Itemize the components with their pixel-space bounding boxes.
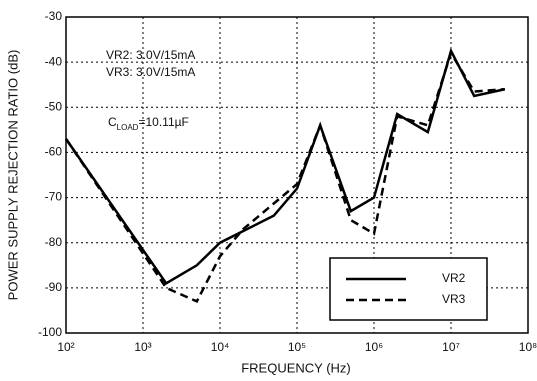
x-tick-label: 10⁵ xyxy=(288,340,306,354)
annotation-part: =10.11µF xyxy=(138,115,188,129)
y-tick-label: -40 xyxy=(45,54,63,68)
annotation-part: C xyxy=(108,115,117,129)
y-tick-label: -60 xyxy=(45,145,63,159)
y-tick-label: -90 xyxy=(45,280,63,294)
y-tick-label: -100 xyxy=(38,325,62,339)
x-axis-title: FREQUENCY (Hz) xyxy=(241,360,351,375)
legend: VR2 VR3 xyxy=(329,257,488,321)
annotation: CLOAD=10.11µF xyxy=(108,115,189,132)
plot-frame xyxy=(65,16,529,334)
x-tick-label: 10⁷ xyxy=(442,340,460,354)
x-tick-label: 10⁴ xyxy=(211,340,230,354)
y-tick-label: -70 xyxy=(45,190,63,204)
series-line xyxy=(64,50,505,304)
annotation: VR3: 3.0V/15mA xyxy=(106,65,195,79)
series-line xyxy=(64,47,506,286)
legend-box xyxy=(329,257,488,321)
legend-label: VR3 xyxy=(442,292,466,306)
x-tick-label: 10⁶ xyxy=(365,340,383,354)
x-tick-label: 10⁸ xyxy=(519,340,537,354)
y-tick-label: -30 xyxy=(45,9,63,23)
y-tick-label: -80 xyxy=(45,235,63,249)
y-axis-title: POWER SUPPLY REJECTION RATIO (dB) xyxy=(5,50,20,301)
x-tick-label: 10² xyxy=(57,340,74,354)
annotation-subscript: LOAD xyxy=(117,123,139,132)
x-tick-label: 10³ xyxy=(134,340,151,354)
legend-label: VR2 xyxy=(442,271,466,285)
y-tick-label: -50 xyxy=(45,99,63,113)
annotation: VR2: 3.0V/15mA xyxy=(106,48,195,62)
